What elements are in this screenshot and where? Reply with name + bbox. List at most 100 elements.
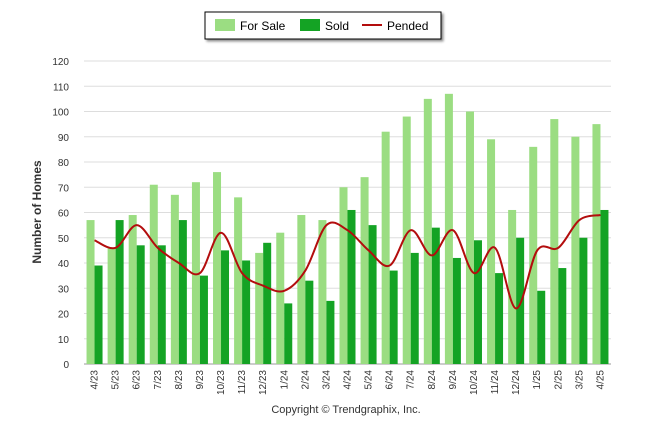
x-tick-label: 9/23 xyxy=(195,370,206,390)
bar-sold xyxy=(579,237,588,364)
y-tick-label: 120 xyxy=(52,57,69,68)
legend-swatch-sold xyxy=(300,19,320,31)
bar-for-sale xyxy=(86,220,95,364)
x-tick-label: 11/24 xyxy=(490,370,501,395)
bar-sold xyxy=(347,209,356,364)
x-tick-label: 3/24 xyxy=(321,370,332,390)
y-tick-label: 100 xyxy=(52,108,69,119)
bar-sold xyxy=(600,209,609,364)
bar-for-sale xyxy=(529,146,538,364)
bar-for-sale xyxy=(213,172,222,364)
y-axis-title: Number of Homes xyxy=(30,160,44,264)
chart-legend: For Sale Sold Pended xyxy=(204,11,442,40)
bar-for-sale xyxy=(339,187,348,364)
x-tick-label: 4/23 xyxy=(90,370,101,390)
x-tick-label: 11/23 xyxy=(237,370,248,395)
bar-for-sale xyxy=(423,98,432,364)
bar-sold xyxy=(389,270,398,364)
x-tick-label: 1/25 xyxy=(532,370,543,390)
bar-sold xyxy=(157,245,166,364)
bar-for-sale xyxy=(592,124,601,364)
bar-for-sale xyxy=(571,136,580,364)
x-tick-label: 7/23 xyxy=(153,370,164,390)
y-axis-tick-labels: 0 10 20 30 40 50 60 70 80 90 100 110 120 xyxy=(52,57,69,371)
bar-sold xyxy=(473,240,482,364)
bar-sold xyxy=(263,242,272,364)
y-tick-label: 20 xyxy=(58,310,70,321)
x-tick-label: 6/23 xyxy=(132,370,143,390)
bar-for-sale xyxy=(107,247,116,364)
bar-for-sale xyxy=(402,116,411,364)
legend-label-pended: Pended xyxy=(387,19,428,33)
x-tick-label: 5/23 xyxy=(111,370,122,390)
bar-for-sale xyxy=(170,194,179,364)
bar-sold xyxy=(221,250,230,364)
bar-for-sale xyxy=(508,209,517,364)
bar-for-sale xyxy=(234,197,243,364)
bar-sold xyxy=(178,220,187,364)
bar-sold xyxy=(410,252,419,364)
pended-line xyxy=(94,214,601,310)
bar-for-sale xyxy=(487,139,496,364)
bar-sold xyxy=(305,280,314,364)
bars xyxy=(86,93,609,364)
bar-for-sale xyxy=(550,119,559,364)
x-tick-label: 2/24 xyxy=(300,370,311,390)
bar-for-sale xyxy=(465,111,474,364)
legend-swatch-for-sale xyxy=(215,19,235,31)
y-tick-label: 60 xyxy=(58,209,70,220)
y-tick-label: 40 xyxy=(58,259,70,270)
bar-sold xyxy=(199,275,208,364)
bar-sold xyxy=(136,245,145,364)
bar-sold xyxy=(516,237,525,364)
y-tick-label: 70 xyxy=(58,183,70,194)
bar-for-sale xyxy=(276,232,285,364)
y-tick-label: 0 xyxy=(63,360,69,371)
bar-for-sale xyxy=(297,215,306,364)
bar-sold xyxy=(431,227,440,364)
bar-for-sale xyxy=(128,215,137,364)
x-tick-label: 2/25 xyxy=(553,370,564,390)
bar-for-sale xyxy=(381,131,390,364)
y-tick-label: 80 xyxy=(58,158,70,169)
bar-sold xyxy=(326,300,335,364)
y-tick-label: 110 xyxy=(53,82,69,93)
y-tick-label: 30 xyxy=(58,284,70,295)
bar-sold xyxy=(284,303,293,364)
x-tick-label: 1/24 xyxy=(279,370,290,390)
x-tick-label: 3/25 xyxy=(574,370,585,390)
y-tick-label: 90 xyxy=(58,133,70,144)
x-tick-label: 5/24 xyxy=(364,370,375,390)
bar-sold xyxy=(242,260,251,364)
y-tick-label: 50 xyxy=(58,234,70,245)
bar-for-sale xyxy=(360,177,369,364)
x-tick-label: 6/24 xyxy=(385,370,396,390)
x-tick-label: 8/24 xyxy=(427,370,438,390)
bar-for-sale xyxy=(255,252,264,364)
x-tick-label: 9/24 xyxy=(448,370,459,390)
x-tick-label: 12/23 xyxy=(258,370,269,395)
bar-sold xyxy=(495,273,504,364)
x-tick-label: 8/23 xyxy=(174,370,185,390)
pended-line-layer xyxy=(94,214,601,310)
bar-for-sale xyxy=(318,220,327,364)
bar-for-sale xyxy=(149,184,158,364)
legend-box xyxy=(204,11,442,40)
bar-for-sale xyxy=(444,93,453,364)
x-tick-label: 4/24 xyxy=(343,370,354,390)
legend-label-for-sale: For Sale xyxy=(240,19,286,33)
bar-sold xyxy=(452,257,461,364)
bar-sold xyxy=(115,220,124,364)
legend-label-sold: Sold xyxy=(325,19,349,33)
bar-sold xyxy=(94,265,103,364)
bar-sold xyxy=(537,290,546,364)
x-tick-label: 7/24 xyxy=(406,370,417,390)
x-tick-label: 4/25 xyxy=(595,370,606,390)
bar-for-sale xyxy=(191,182,200,364)
bar-sold xyxy=(368,225,377,364)
x-tick-label: 10/24 xyxy=(469,370,480,395)
x-tick-label: 10/23 xyxy=(216,370,227,395)
x-tick-label: 12/24 xyxy=(511,370,522,395)
